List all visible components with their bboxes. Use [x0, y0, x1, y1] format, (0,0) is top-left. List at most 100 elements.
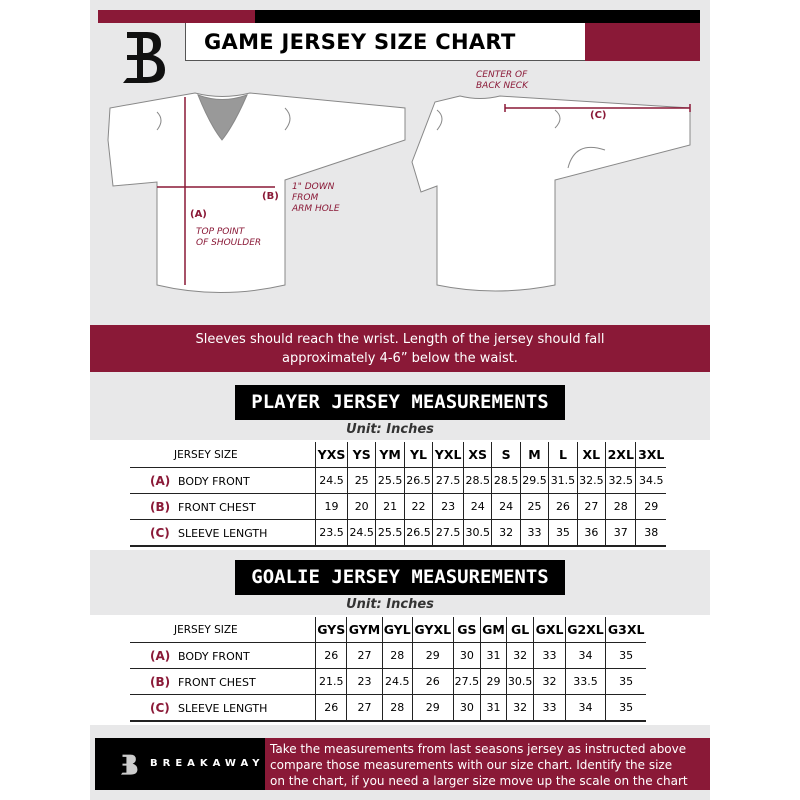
top-point-label: TOP POINT OF SHOULDER	[196, 227, 262, 248]
size-value: 26.5	[403, 519, 434, 547]
goalie-section-title: GOALIE JERSEY MEASUREMENTS	[235, 560, 565, 595]
top-maroon-bar	[98, 10, 255, 23]
size-value: 25.5	[375, 467, 405, 494]
size-value: 30	[452, 642, 482, 669]
size-header: GYXL	[411, 617, 454, 643]
size-value: 24.5	[315, 467, 348, 494]
table-header-row: JERSEY SIZE YXS YS YM YL YXL XS S M L XL 2XL 3XL	[130, 442, 666, 468]
size-value: 31	[480, 642, 507, 669]
size-value: 25	[346, 467, 377, 494]
size-value: 36	[576, 519, 607, 547]
size-header: XL	[576, 442, 607, 468]
size-value: 35	[605, 694, 646, 722]
size-header: GS	[452, 617, 482, 643]
size-value: 34	[564, 694, 607, 722]
footer-brand-block	[95, 738, 265, 790]
size-header: GL	[505, 617, 535, 643]
size-header: GXL	[533, 617, 566, 643]
row-letter: (B)	[150, 674, 171, 689]
size-value: 32.5	[605, 467, 637, 494]
table-row: (A) BODY FRONT 24.5 25 25.5 26.5 27.5 28.5 28.5 2…	[130, 467, 666, 494]
size-value: 27	[346, 642, 383, 669]
label-c: (C)	[590, 110, 607, 121]
size-value: 32.5	[576, 467, 607, 494]
size-header: L	[548, 442, 578, 468]
table-row: (A) BODY FRONT 26 27 28 29 30 31 32 33 34 35	[130, 642, 646, 669]
size-value: 29	[480, 668, 507, 695]
player-size-table: JERSEY SIZE YXS YS YM YL YXL XS S M L XL 2XL 3XL (A) B…	[130, 442, 666, 547]
size-header: GM	[480, 617, 507, 643]
size-header: GYS	[314, 617, 348, 643]
top-black-bar	[255, 10, 700, 23]
row-label: (C) SLEEVE LENGTH	[130, 694, 316, 722]
row-label: (C) SLEEVE LENGTH	[130, 519, 316, 547]
row-label: (A) BODY FRONT	[130, 467, 316, 494]
size-value: 35	[605, 668, 646, 695]
size-value: 26	[548, 493, 578, 520]
size-header: G2XL	[564, 617, 607, 643]
title-maroon-block	[585, 23, 700, 61]
size-value: 32	[505, 642, 535, 669]
size-value: 33	[533, 642, 566, 669]
header-label: JERSEY SIZE	[130, 617, 316, 643]
size-value: 27	[346, 694, 383, 722]
size-value: 32	[505, 694, 535, 722]
row-letter: (C)	[150, 700, 170, 715]
size-header: G3XL	[605, 617, 646, 643]
size-value: 29	[411, 694, 454, 722]
row-name: SLEEVE LENGTH	[178, 526, 268, 540]
one-inch-down-label: 1" DOWN FROM ARM HOLE	[292, 182, 340, 214]
size-header: GYL	[381, 617, 413, 643]
row-letter: (A)	[150, 473, 171, 488]
size-value: 23	[346, 668, 383, 695]
size-header: 2XL	[605, 442, 637, 468]
size-header: YXL	[432, 442, 465, 468]
size-value: 35	[548, 519, 578, 547]
size-value: 22	[403, 493, 434, 520]
size-value: 26.5	[403, 467, 434, 494]
title-box: GAME JERSEY SIZE CHART	[185, 23, 585, 61]
row-label: (B) FRONT CHEST	[130, 668, 316, 695]
size-value: 35	[605, 642, 646, 669]
row-letter: (C)	[150, 525, 170, 540]
size-header: YS	[346, 442, 377, 468]
size-value: 32	[491, 519, 521, 547]
notice-band: Sleeves should reach the wrist. Length o…	[90, 325, 710, 372]
player-unit: Unit: Inches	[346, 422, 434, 437]
size-header: M	[519, 442, 550, 468]
row-name: BODY FRONT	[178, 474, 250, 488]
size-header: YM	[375, 442, 405, 468]
front-jersey	[107, 92, 406, 293]
footer-logo-icon	[120, 754, 138, 775]
size-value: 24.5	[346, 519, 377, 547]
back-jersey	[411, 95, 691, 292]
size-value: 25	[519, 493, 550, 520]
table-row: (C) SLEEVE LENGTH 26 27 28 29 30 31 32 33 34 35	[130, 694, 646, 722]
size-value: 27	[576, 493, 607, 520]
row-name: FRONT CHEST	[178, 500, 256, 514]
row-name: SLEEVE LENGTH	[178, 701, 268, 715]
page-title: GAME JERSEY SIZE CHART	[204, 30, 516, 54]
size-value: 31	[480, 694, 507, 722]
size-value: 28	[381, 642, 413, 669]
jersey-diagram	[107, 92, 691, 293]
size-value: 26	[314, 642, 348, 669]
size-value: 37	[605, 519, 637, 547]
size-value: 20	[346, 493, 377, 520]
size-value: 29.5	[519, 467, 550, 494]
row-name: FRONT CHEST	[178, 675, 256, 689]
size-header: XS	[463, 442, 493, 468]
header-label: JERSEY SIZE	[130, 442, 316, 468]
size-value: 34.5	[635, 467, 666, 494]
table-row: (B) FRONT CHEST 21.5 23 24.5 26 27.5 29 30.5 32 33…	[130, 668, 646, 695]
size-value: 28	[381, 694, 413, 722]
size-value: 33.5	[564, 668, 607, 695]
size-header: YXS	[315, 442, 348, 468]
size-value: 30.5	[505, 668, 535, 695]
size-value: 33	[533, 694, 566, 722]
size-value: 29	[411, 642, 454, 669]
row-letter: (A)	[150, 648, 171, 663]
size-value: 28.5	[463, 467, 493, 494]
row-label: (B) FRONT CHEST	[130, 493, 316, 520]
